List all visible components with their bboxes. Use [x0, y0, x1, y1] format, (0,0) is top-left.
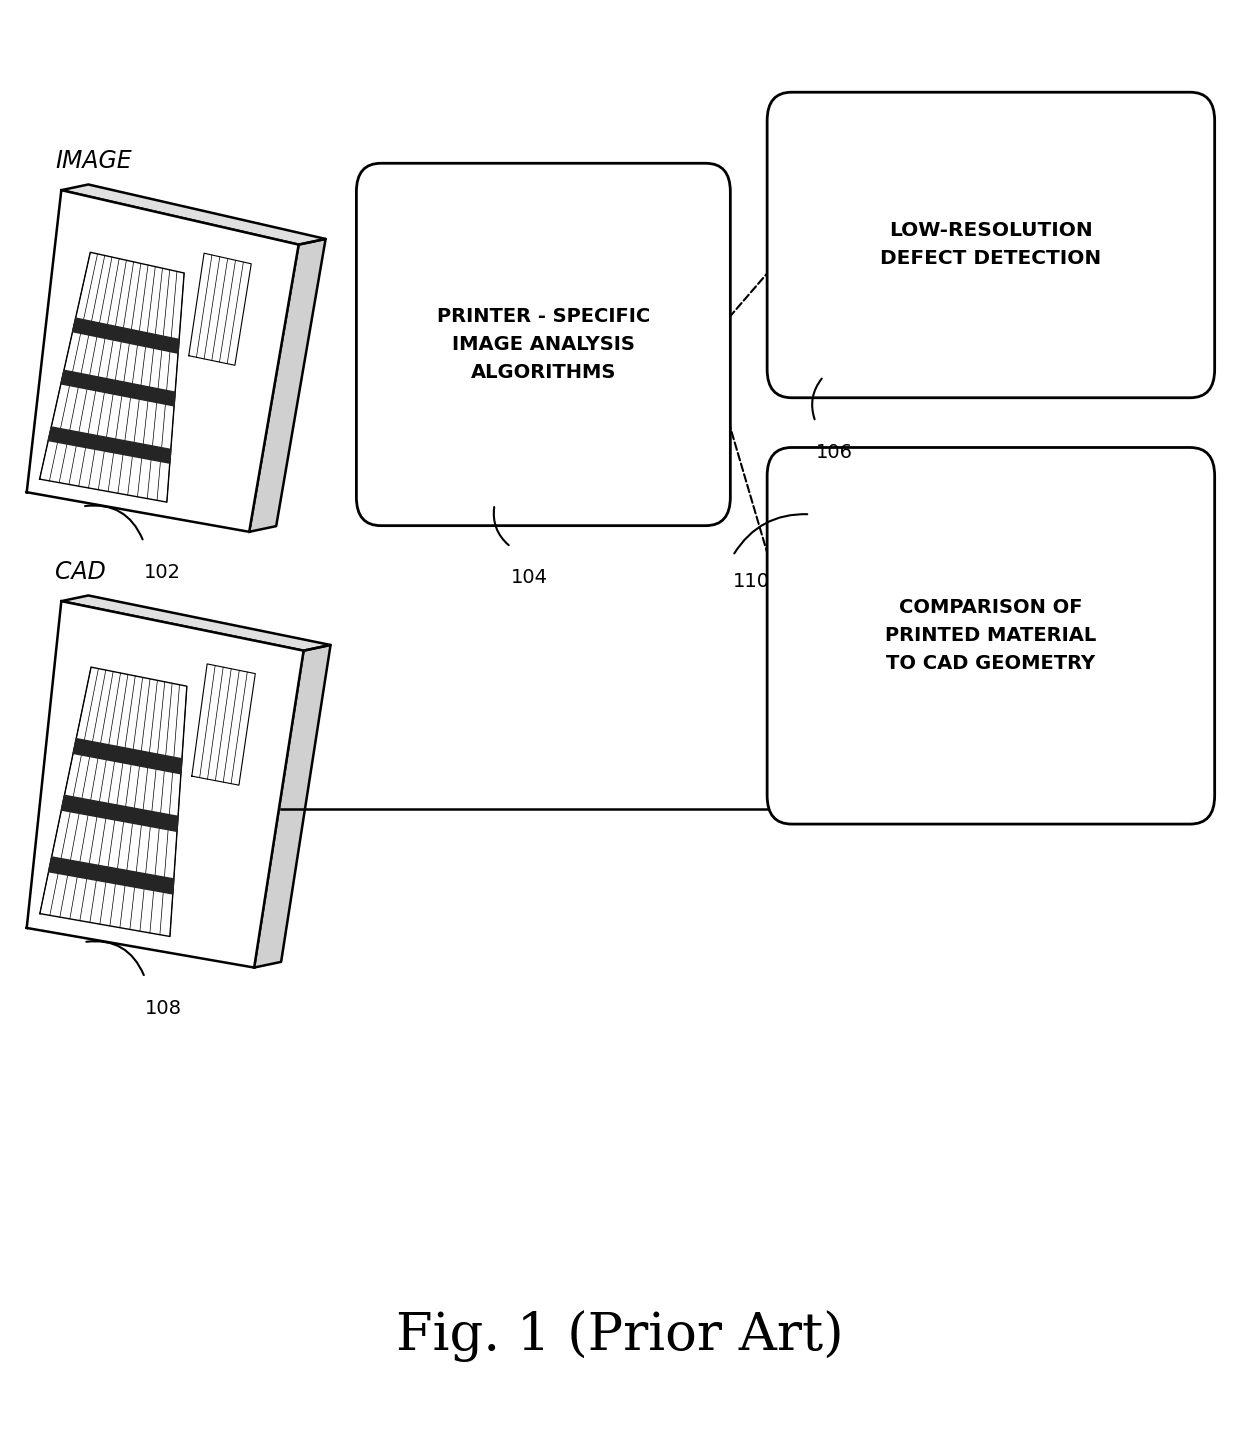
Polygon shape: [27, 601, 304, 967]
Text: 110: 110: [733, 571, 770, 591]
Polygon shape: [249, 240, 326, 532]
Polygon shape: [254, 644, 331, 967]
Text: 104: 104: [511, 568, 548, 587]
Polygon shape: [73, 319, 179, 353]
Polygon shape: [27, 191, 299, 532]
Text: 108: 108: [145, 999, 182, 1017]
Polygon shape: [48, 428, 171, 464]
Polygon shape: [73, 739, 182, 773]
Polygon shape: [61, 185, 326, 244]
Text: IMAGE: IMAGE: [56, 149, 131, 174]
Polygon shape: [40, 253, 185, 502]
Polygon shape: [61, 370, 175, 406]
Text: Fig. 1 (Prior Art): Fig. 1 (Prior Art): [397, 1310, 843, 1362]
Text: LOW-RESOLUTION
DEFECT DETECTION: LOW-RESOLUTION DEFECT DETECTION: [880, 221, 1101, 268]
Text: CAD: CAD: [56, 560, 107, 584]
Text: 106: 106: [816, 443, 853, 462]
Polygon shape: [61, 596, 331, 650]
Text: COMPARISON OF
PRINTED MATERIAL
TO CAD GEOMETRY: COMPARISON OF PRINTED MATERIAL TO CAD GE…: [885, 598, 1096, 673]
Text: 102: 102: [144, 564, 181, 583]
FancyBboxPatch shape: [356, 164, 730, 525]
FancyBboxPatch shape: [768, 448, 1215, 824]
FancyBboxPatch shape: [768, 92, 1215, 397]
Polygon shape: [192, 664, 255, 785]
Polygon shape: [48, 857, 174, 894]
Polygon shape: [61, 795, 179, 831]
Polygon shape: [188, 253, 252, 366]
Text: PRINTER - SPECIFIC
IMAGE ANALYSIS
ALGORITHMS: PRINTER - SPECIFIC IMAGE ANALYSIS ALGORI…: [436, 307, 650, 382]
Polygon shape: [40, 667, 187, 937]
